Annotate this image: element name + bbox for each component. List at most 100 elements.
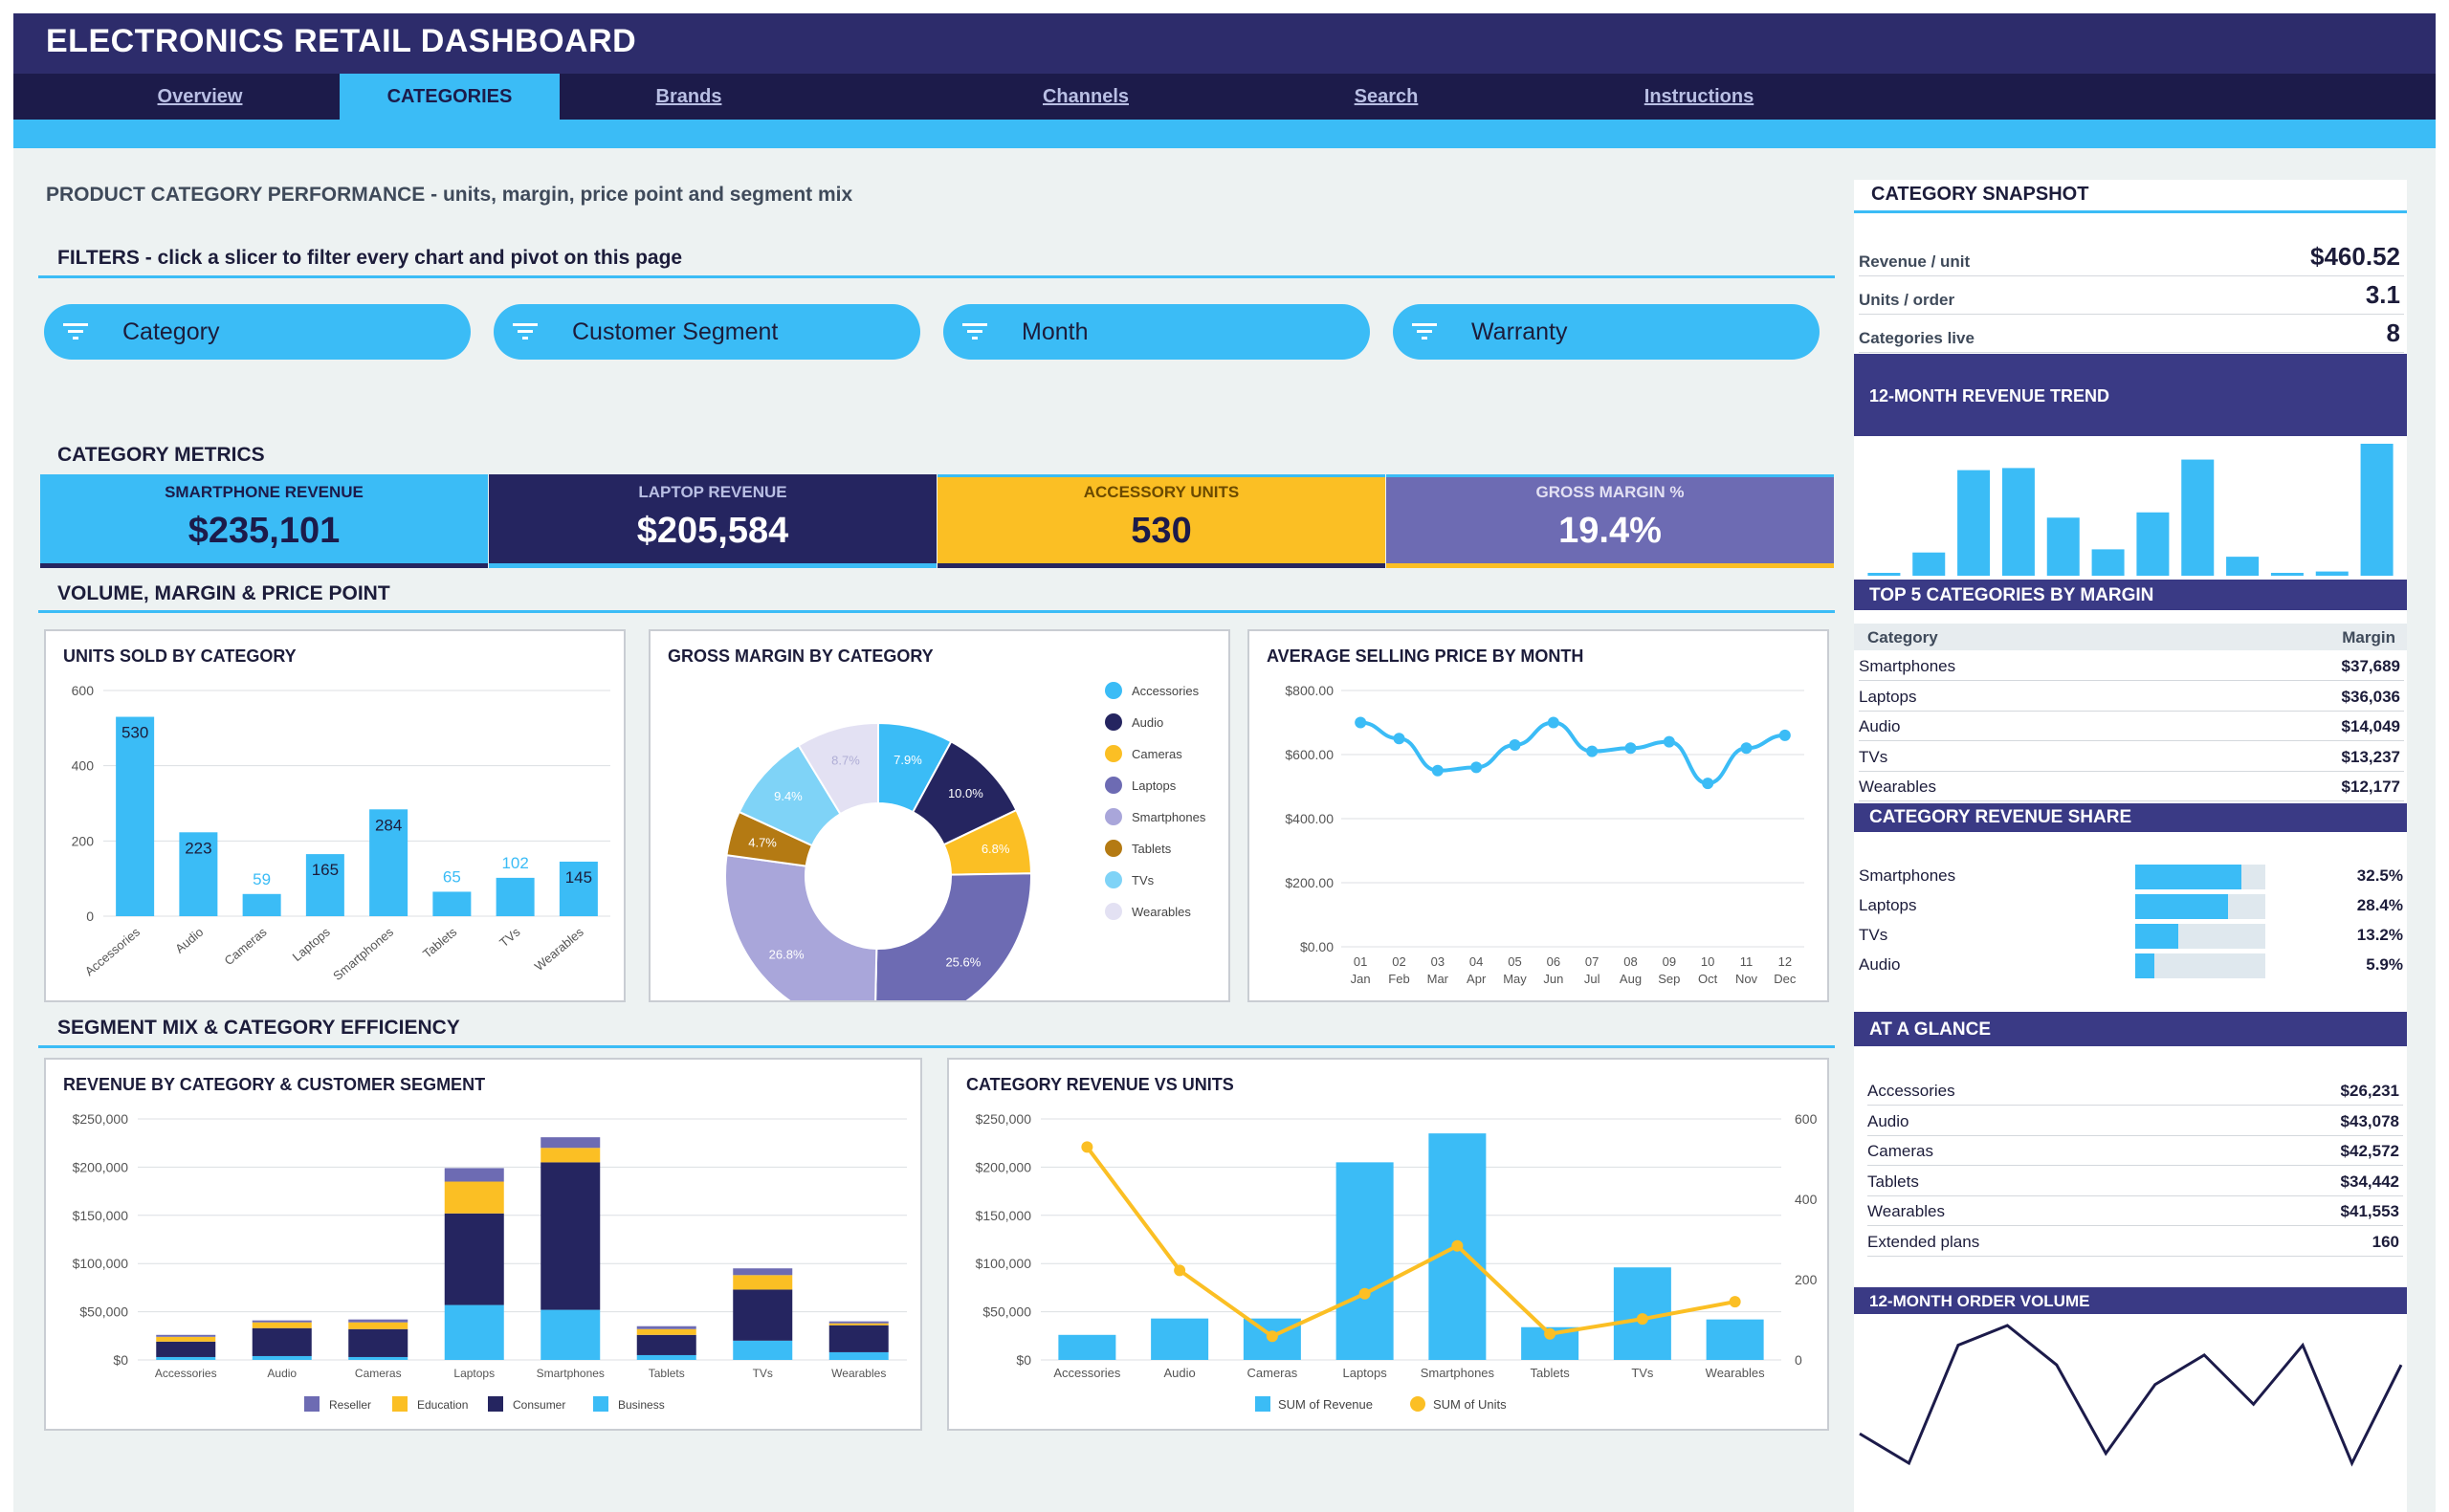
bar xyxy=(496,877,535,916)
glance-label: Extended plans xyxy=(1867,1232,1980,1251)
glance-row: Extended plans 160 xyxy=(1867,1226,2403,1257)
slicer-label: Customer Segment xyxy=(572,318,779,345)
tab-brands[interactable]: Brands xyxy=(655,86,722,107)
y-tick-label: 0 xyxy=(86,909,94,924)
revenue-bar xyxy=(1706,1319,1764,1360)
glance-row: Tablets $34,442 xyxy=(1867,1166,2403,1196)
stack-segment xyxy=(444,1304,504,1360)
x-tick-label: Cameras xyxy=(1247,1366,1298,1380)
revenue-trend-chart xyxy=(1867,444,2394,576)
filter-icon-bar xyxy=(1412,323,1437,326)
share-category: Smartphones xyxy=(1859,866,1956,885)
bar xyxy=(559,861,598,916)
units-point xyxy=(1174,1264,1186,1277)
x-tick-label: 09 xyxy=(1663,954,1676,969)
y-tick-label: 600 xyxy=(72,683,95,698)
data-label: 59 xyxy=(253,870,271,888)
glance-label: Accessories xyxy=(1867,1082,1955,1100)
x-tick-label: Mar xyxy=(1427,972,1449,986)
units-point xyxy=(1636,1313,1648,1326)
top5-row: Laptops $36,036 xyxy=(1859,681,2404,712)
tab-search[interactable]: Search xyxy=(1354,86,1419,107)
bar xyxy=(432,891,472,916)
y-tick-label: $400.00 xyxy=(1285,811,1334,826)
slicer-warranty[interactable]: Warranty xyxy=(1393,304,1820,360)
x-tick-label: 10 xyxy=(1701,954,1714,969)
stack-segment xyxy=(541,1137,601,1149)
top5-margin: $37,689 xyxy=(2341,657,2400,675)
legend-label: Cameras xyxy=(1132,747,1182,761)
share-bar-track xyxy=(2135,865,2265,889)
top5-margin: $14,049 xyxy=(2341,717,2400,735)
glance-row: Audio $43,078 xyxy=(1867,1106,2403,1136)
filters-divider xyxy=(38,275,1835,278)
top5-title: TOP 5 CATEGORIES BY MARGIN xyxy=(1869,585,2154,605)
units-point xyxy=(1266,1330,1278,1343)
nav-bar: Overview CATEGORIES Brands Channels Sear… xyxy=(13,74,2436,120)
share-value: 32.5% xyxy=(2356,866,2403,885)
filter-icon xyxy=(63,323,88,340)
legend-label: Smartphones xyxy=(1132,810,1206,824)
y-tick-label: $200,000 xyxy=(73,1159,129,1174)
top5-row: Audio $14,049 xyxy=(1859,711,2404,741)
glance-value: $26,231 xyxy=(2340,1082,2399,1100)
slicer-label: Category xyxy=(122,318,220,345)
tab-categories[interactable]: CATEGORIES xyxy=(340,74,560,120)
glance-value: $41,553 xyxy=(2340,1202,2399,1220)
filter-icon-bar xyxy=(972,337,978,340)
stack-segment xyxy=(348,1328,408,1357)
x-tick-label: 03 xyxy=(1431,954,1445,969)
top5-category: TVs xyxy=(1859,747,1888,766)
glance-label: Audio xyxy=(1867,1111,1909,1130)
stack-segment xyxy=(252,1327,312,1356)
trend-bar xyxy=(1957,470,1991,576)
stack-segment xyxy=(541,1148,601,1163)
donut-slice xyxy=(874,872,1032,1000)
y-tick-label: $100,000 xyxy=(73,1256,129,1271)
orders-title: 12-MONTH ORDER VOLUME xyxy=(1869,1292,2090,1310)
data-label: 102 xyxy=(501,854,528,872)
slicer-label: Warranty xyxy=(1471,318,1568,345)
stack-segment xyxy=(156,1336,216,1342)
share-category: TVs xyxy=(1859,926,1888,944)
x-tick-label: 07 xyxy=(1585,954,1599,969)
glance-value: $42,572 xyxy=(2340,1142,2399,1160)
glance-label: Cameras xyxy=(1867,1142,1933,1160)
filter-icon-bar xyxy=(1417,330,1432,333)
tab-instructions[interactable]: Instructions xyxy=(1644,86,1754,107)
legend-label: Reseller xyxy=(329,1398,371,1412)
x-tick-label: Tablets xyxy=(1531,1366,1571,1380)
x-tick-label: Jun xyxy=(1543,972,1563,986)
share-value: 5.9% xyxy=(2366,955,2403,974)
bar xyxy=(369,809,408,916)
glance-row: Cameras $42,572 xyxy=(1867,1135,2403,1166)
revenue-bar xyxy=(1151,1318,1209,1360)
trend-bar xyxy=(2360,444,2394,576)
kpi-value: $235,101 xyxy=(188,511,341,551)
legend-marker xyxy=(304,1396,320,1412)
y-tick-label: $600.00 xyxy=(1285,747,1334,762)
x-tick-label: Cameras xyxy=(222,924,270,968)
slicer-category[interactable]: Category xyxy=(44,304,471,360)
revenue-trend-header: 12-MONTH REVENUE TREND xyxy=(1854,354,2407,436)
snapshot-label: Revenue / unit xyxy=(1859,252,1971,271)
tab-overview[interactable]: Overview xyxy=(157,86,243,107)
kpi-gross-margin: GROSS MARGIN % 19.4% xyxy=(1386,474,1834,568)
share-value: 28.4% xyxy=(2356,896,2403,914)
data-label: 65 xyxy=(443,867,461,886)
filter-icon-bar xyxy=(513,323,538,326)
slicer-customer-segment[interactable]: Customer Segment xyxy=(494,304,920,360)
glance-row: Accessories $26,231 xyxy=(1867,1075,2403,1106)
snapshot-row: Categories live 8 xyxy=(1859,316,2404,353)
share-bar-track xyxy=(2135,924,2265,949)
chart-title: AVERAGE SELLING PRICE BY MONTH xyxy=(1267,646,1584,666)
tab-channels[interactable]: Channels xyxy=(1042,86,1130,107)
line-point xyxy=(1355,716,1367,729)
stack-segment xyxy=(636,1334,696,1355)
x-tick-label: Audio xyxy=(267,1367,297,1380)
legend-label: Audio xyxy=(1132,715,1163,730)
filter-icon xyxy=(1412,323,1437,340)
y2-tick-label: 600 xyxy=(1795,1111,1818,1127)
y-tick-label: $0.00 xyxy=(1300,939,1334,954)
slicer-month[interactable]: Month xyxy=(943,304,1370,360)
